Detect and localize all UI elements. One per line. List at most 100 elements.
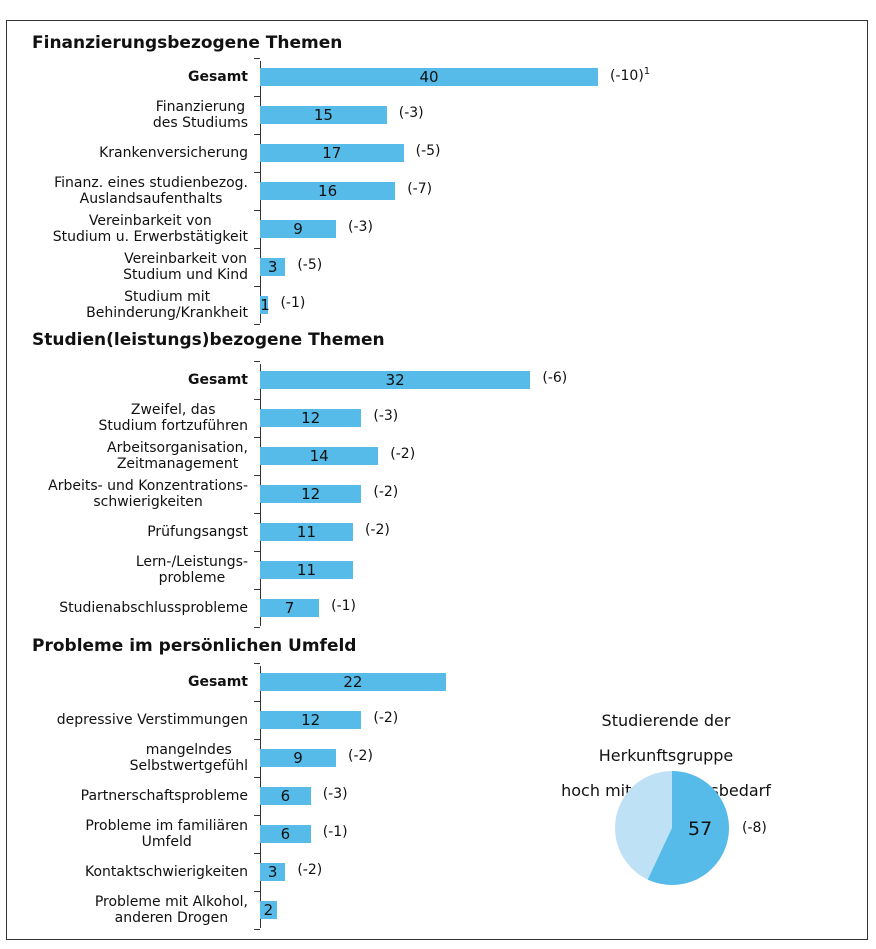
value-label: 11: [296, 561, 317, 579]
value-label: 3: [267, 863, 278, 881]
change-label: (-5): [297, 257, 323, 273]
category-label: Vereinbarkeit von Studium u. Erwerbstäti…: [52, 213, 248, 245]
footnote-marker: 1: [643, 66, 651, 78]
bar: [260, 673, 446, 691]
bar: [260, 711, 362, 729]
change-label: (-2): [373, 710, 399, 726]
bar: [260, 106, 387, 124]
change-label: (-6): [542, 370, 568, 386]
bar: [260, 901, 277, 919]
category-label: depressive Verstimmungen: [56, 712, 248, 728]
axis-tick: [254, 58, 260, 59]
frame: [6, 20, 868, 940]
axis-tick: [254, 248, 260, 249]
bar: [260, 182, 396, 200]
value-label: 2: [263, 901, 274, 919]
axis-tick: [254, 96, 260, 97]
bar: [260, 749, 337, 767]
axis-tick: [254, 929, 260, 930]
category-label: Zweifel, das Studium fortzuführen: [98, 402, 248, 434]
category-label: Studienabschlussprobleme: [59, 600, 248, 616]
axis-tick: [254, 663, 260, 664]
bar: [260, 485, 362, 503]
category-label: Prüfungsangst: [147, 524, 248, 540]
change-label: (-2): [390, 446, 416, 462]
axis-tick: [254, 853, 260, 854]
value-label: 7: [284, 599, 295, 617]
axis-tick: [254, 777, 260, 778]
change-label: (-2): [297, 862, 323, 878]
change-label: (-3): [398, 105, 424, 121]
bar: [260, 409, 362, 427]
value-label: 22: [343, 673, 363, 691]
axis-tick: [254, 739, 260, 740]
category-label: Gesamt: [187, 674, 248, 690]
category-label: Gesamt: [187, 372, 248, 388]
category-label: Arbeitsorganisation, Zeitmanagement: [107, 440, 248, 472]
value-label: 6: [280, 825, 291, 843]
category-label: Krankenversicherung: [99, 145, 248, 161]
bar: [260, 144, 404, 162]
category-label: Probleme mit Alkohol, anderen Drogen: [94, 894, 248, 926]
bar: [260, 220, 337, 238]
value-label: 16: [318, 182, 338, 200]
axis-tick: [254, 210, 260, 211]
axis-tick: [254, 475, 260, 476]
change-label: (-1): [331, 598, 357, 614]
axis-tick: [254, 437, 260, 438]
value-label: 40: [419, 68, 439, 86]
value-label: 6: [280, 787, 291, 805]
category-label: Probleme im familiären Umfeld: [85, 818, 248, 850]
axis-tick: [254, 172, 260, 173]
pie-value-label: 57: [688, 818, 713, 840]
change-label: (-7): [407, 181, 433, 197]
category-label: mangelndes Selbstwertgefühl: [129, 742, 248, 774]
axis-tick: [254, 399, 260, 400]
bar: [260, 68, 598, 86]
bar: [260, 296, 269, 314]
bar: [260, 561, 353, 579]
axis-tick: [254, 891, 260, 892]
category-label: Kontaktschwierigkeiten: [84, 864, 248, 880]
value-label: 12: [301, 485, 321, 503]
bar: [260, 523, 353, 541]
bar: [260, 825, 311, 843]
axis-tick: [254, 361, 260, 362]
change-label: (-10)1: [610, 66, 651, 84]
axis-tick: [254, 551, 260, 552]
value-label: 9: [293, 220, 303, 238]
bar: [260, 258, 286, 276]
axis-tick: [254, 134, 260, 135]
axis-tick: [254, 589, 260, 590]
value-label: 3: [267, 258, 278, 276]
category-label: Studium mit Behinderung/Krankheit: [86, 289, 248, 321]
change-label: (-1): [322, 824, 348, 840]
value-label: 14: [309, 447, 329, 465]
panel-title: Probleme im persönlichen Umfeld: [32, 636, 357, 656]
change-label: (-1): [280, 295, 306, 311]
change-label: (-3): [348, 219, 373, 235]
value-label: 15: [313, 106, 333, 124]
pie-slice: [647, 771, 729, 885]
value-label: 11: [296, 523, 317, 541]
axis-tick: [254, 286, 260, 287]
axis-tick: [254, 815, 260, 816]
axis-tick: [254, 701, 260, 702]
category-label: Finanzierung des Studiums: [152, 99, 248, 131]
value-label: 32: [385, 371, 405, 389]
category-label: Finanz. eines studienbezog. Auslandsaufe…: [54, 175, 248, 207]
bar: [260, 447, 379, 465]
bar: [260, 787, 311, 805]
axis-tick: [254, 324, 260, 325]
change-label: (-3): [373, 408, 399, 424]
value-label: 1: [260, 296, 270, 314]
bar: [260, 371, 531, 389]
category-label: Partnerschaftsprobleme: [80, 788, 248, 804]
change-label: (-3): [322, 786, 348, 802]
value-label: 12: [301, 711, 321, 729]
value-label: 12: [301, 409, 321, 427]
value-label: 17: [322, 144, 342, 162]
bar: [260, 599, 320, 617]
